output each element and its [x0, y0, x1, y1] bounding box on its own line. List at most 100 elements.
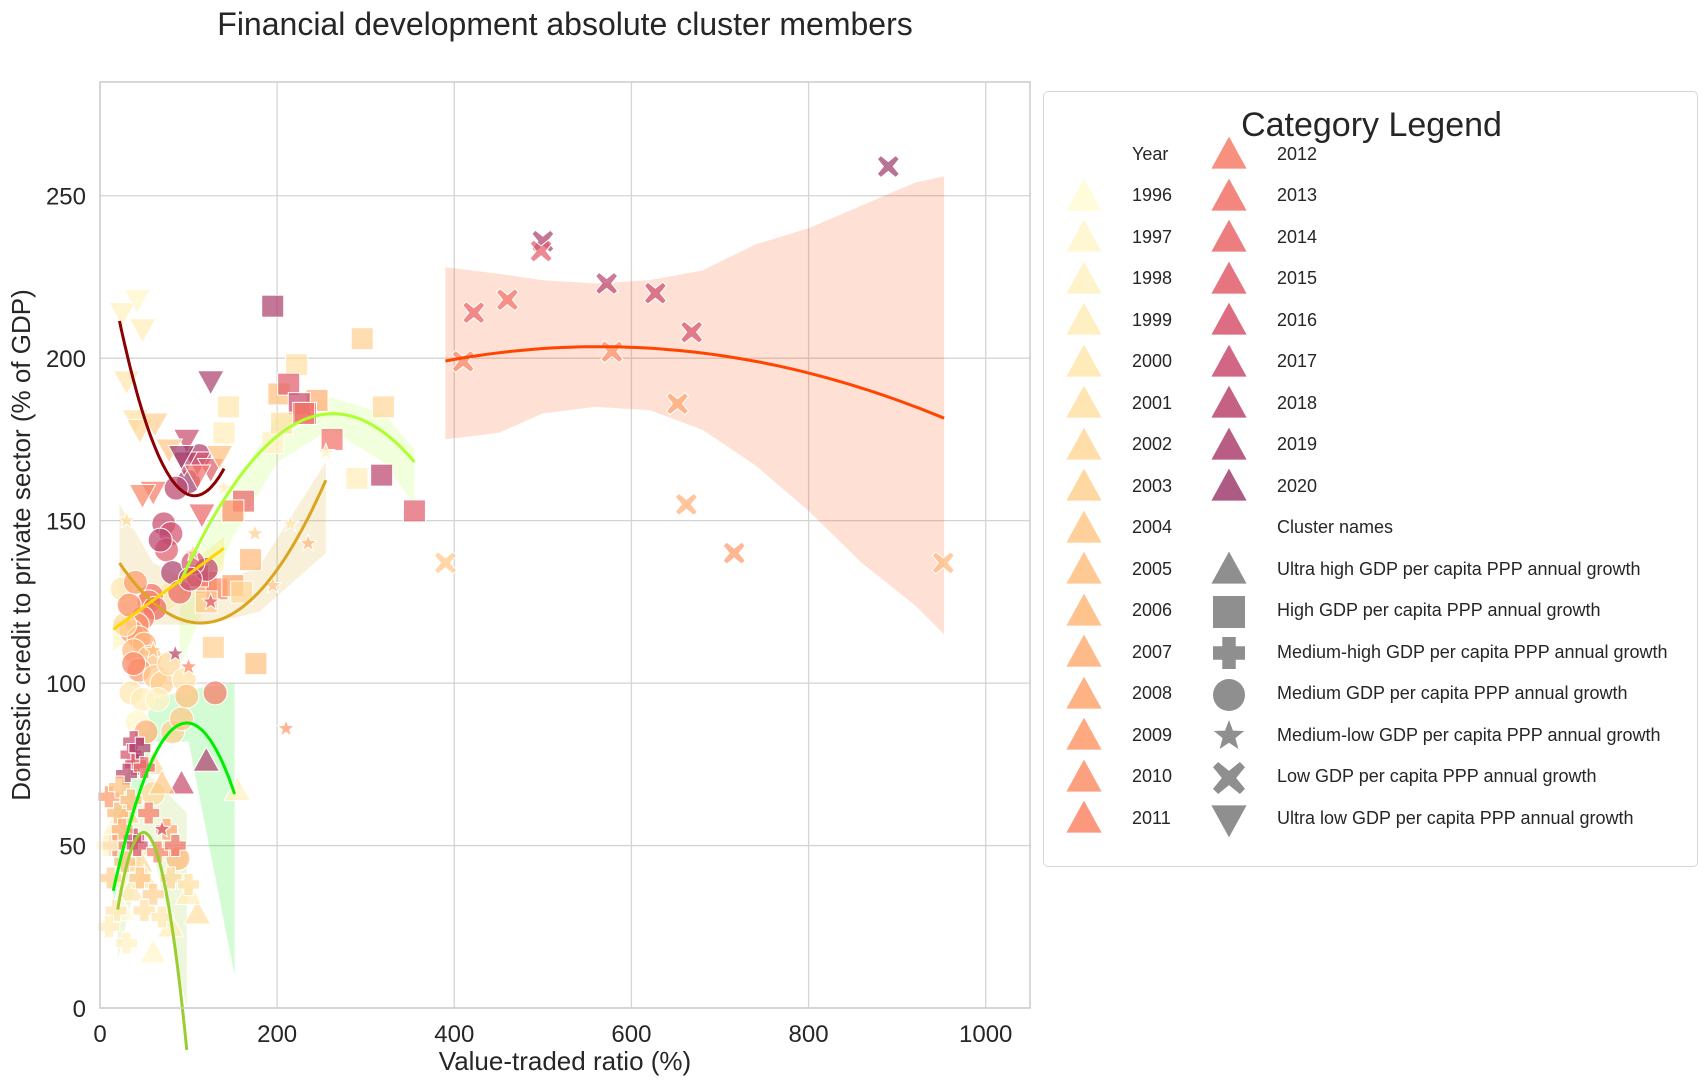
- triangle-up-icon: [1062, 176, 1106, 216]
- square-point: [370, 463, 394, 487]
- square-point: [201, 635, 225, 659]
- legend-label: 2005: [1132, 558, 1173, 579]
- y-tick-label: 150: [46, 509, 86, 536]
- legend-label: Ultra low GDP per capita PPP annual grow…: [1277, 807, 1634, 828]
- legend-year-entry: 2010: [1062, 757, 1172, 797]
- square-point: [221, 499, 245, 523]
- x-tick-label: 0: [93, 1021, 106, 1048]
- circle-point: [121, 651, 147, 677]
- legend-cluster-entry: Medium-high GDP per capita PPP annual gr…: [1207, 632, 1668, 672]
- legend-label: 2013: [1277, 185, 1318, 205]
- legend-label: 2010: [1132, 766, 1173, 786]
- confidence-band: [445, 176, 945, 635]
- legend-label: 2015: [1277, 268, 1318, 288]
- triangle-up-icon: [1062, 591, 1106, 631]
- square-point: [230, 580, 254, 604]
- legend-spacer: [1062, 134, 1106, 174]
- triangle-down-icon: [1207, 798, 1251, 838]
- triangle-up-icon: [1062, 300, 1106, 340]
- circle-point: [202, 680, 228, 706]
- fit-curve: [445, 345, 945, 420]
- triangle-down-point: [128, 483, 157, 510]
- triangle-up-icon: [1062, 425, 1106, 465]
- legend-label: 2014: [1277, 226, 1318, 247]
- legend-year-entry: 2016: [1207, 300, 1317, 340]
- triangle-up-icon: [1207, 259, 1251, 299]
- triangle-up-icon: [1062, 508, 1106, 548]
- legend-label: Medium-low GDP per capita PPP annual gro…: [1277, 724, 1661, 745]
- triangle-up-point: [139, 937, 168, 964]
- legend-year-entry: 2002: [1062, 425, 1172, 465]
- fit-curve: [116, 831, 189, 1051]
- triangle-up-icon: [1207, 176, 1251, 216]
- triangle-down-point: [108, 301, 137, 328]
- circle-point: [145, 686, 171, 712]
- plus-point: [95, 834, 119, 858]
- triangle-up-icon: [1062, 217, 1106, 257]
- square-point: [285, 353, 309, 377]
- plus-point: [177, 873, 201, 897]
- x-axis-label: Value-traded ratio (%): [439, 1046, 691, 1076]
- legend-title: Category Legend: [1241, 106, 1502, 144]
- legend-year-entry: 2020: [1207, 466, 1317, 506]
- y-axis-label: Domestic credit to private sector (% of …: [6, 289, 36, 800]
- legend-label: 2001: [1132, 392, 1173, 413]
- triangle-up-icon: [1062, 259, 1106, 299]
- fit-curves: [111, 320, 945, 1051]
- legend-label: 2009: [1132, 724, 1173, 745]
- plus-point: [104, 899, 128, 923]
- legend-label: 1999: [1132, 309, 1173, 330]
- x-tick-label: 200: [257, 1021, 297, 1048]
- x-point: [931, 551, 955, 575]
- legend-label: 2004: [1132, 517, 1173, 537]
- legend-year-entry: 2001: [1062, 383, 1172, 423]
- legend-year-entry: 2003: [1062, 466, 1172, 506]
- legend-year-entry: 2017: [1207, 342, 1317, 382]
- triangle-up-icon: [1062, 466, 1106, 506]
- triangle-up-icon: [1062, 674, 1106, 714]
- circle-point: [163, 475, 189, 501]
- plus-point: [132, 899, 156, 923]
- triangle-up-point: [192, 746, 221, 772]
- square-point: [345, 466, 369, 490]
- triangle-down-point: [205, 444, 234, 471]
- triangle-up-icon: [1062, 549, 1106, 589]
- circle-icon: [1207, 674, 1251, 714]
- star-point: [280, 513, 301, 533]
- legend-label: 2019: [1277, 434, 1318, 454]
- plot-frame: [99, 81, 1031, 1009]
- legend-label: Cluster names: [1277, 517, 1394, 537]
- plus-point: [115, 762, 139, 786]
- legend-label: 2003: [1132, 475, 1173, 496]
- fit-curve: [118, 479, 328, 625]
- star-point: [116, 510, 137, 530]
- square-point: [402, 499, 426, 523]
- square-icon: [1207, 591, 1251, 631]
- x-point: [679, 320, 704, 344]
- x-point: [643, 281, 668, 305]
- x-point: [876, 154, 900, 179]
- triangle-up-icon: [1062, 383, 1106, 423]
- triangle-up-point: [223, 775, 252, 802]
- triangle-up-point: [183, 898, 212, 925]
- triangle-up-icon: [1062, 757, 1106, 797]
- square-point: [350, 327, 374, 351]
- x-point: [529, 239, 553, 263]
- triangle-up-icon: [1062, 342, 1106, 382]
- x-point: [462, 301, 486, 325]
- triangle-up-icon: [1062, 798, 1106, 838]
- y-tick-label: 100: [46, 671, 86, 698]
- triangle-up-icon: [1207, 425, 1251, 465]
- legend-year-entry: 2008: [1062, 674, 1172, 714]
- y-tick-label: 0: [73, 996, 86, 1023]
- star-point: [214, 477, 234, 497]
- legend-cluster-entry: Medium-low GDP per capita PPP annual gro…: [1207, 715, 1661, 755]
- legend-label: 2011: [1132, 807, 1171, 828]
- x-point: [433, 551, 458, 575]
- triangle-up-icon: [1207, 217, 1251, 257]
- legend-label: 1996: [1132, 185, 1173, 205]
- x-point: [665, 391, 690, 416]
- legend-label: Medium-high GDP per capita PPP annual gr…: [1277, 641, 1668, 662]
- triangle-down-point: [196, 370, 225, 396]
